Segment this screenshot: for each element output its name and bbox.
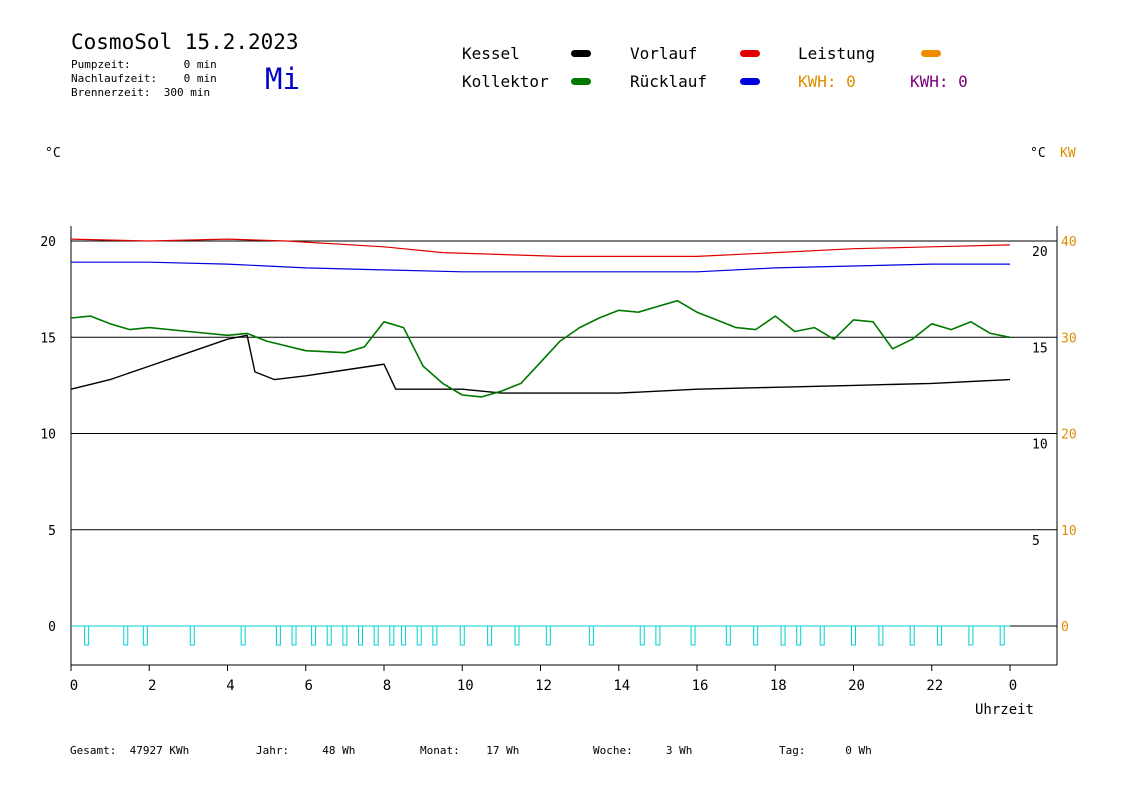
pump-pulse [487,625,493,646]
pump-pulse [459,625,465,646]
pump-pulse [909,625,915,646]
x-tick-label: 18 [770,678,787,694]
footer-jahr: Jahr: 48 Wh [256,744,356,757]
pump-pulse [639,625,645,646]
footer-tag: Tag: 0 Wh [779,744,872,757]
pump-pulse [588,625,594,646]
y-tick-label-right-c: 10 [1032,438,1048,453]
pump-pulse [189,625,195,646]
y-tick-label-right-kw: 10 [1061,524,1077,539]
y-tick-label-right-c: 20 [1032,245,1048,260]
y-tick-label-left: 15 [40,331,56,346]
pump-pulse [358,625,364,646]
y-tick-label-right-c: 5 [1032,534,1040,549]
x-axis-label: Uhrzeit [975,702,1034,718]
footer-gesamt: Gesamt: 47927 KWh [70,744,190,757]
series-line-kessel [70,334,1011,394]
pump-pulse [240,625,246,646]
x-tick-label: 10 [457,678,474,694]
pump-pulse [819,625,825,646]
x-tick-label: 6 [305,678,313,694]
x-tick-label: 4 [226,678,234,694]
series-line-vorlauf [70,238,1011,257]
footer-monat: Monat: 17 Wh [420,744,520,757]
right-unit-kw-label: KW [1060,146,1076,161]
weekday-label: Mi [265,62,300,96]
y-tick-label-left: 5 [48,524,56,539]
y-tick-label-right-c: 15 [1032,341,1048,356]
x-tick-label: 0 [1009,678,1017,694]
pump-pulse [999,625,1005,646]
pump-pulse [725,625,731,646]
legend-kwh-purple: KWH: 0 [910,72,968,91]
x-tick-label: 12 [535,678,552,694]
pump-pulse [690,625,696,646]
legend-kollektor-label: Kollektor [462,72,549,91]
pump-pulse [291,625,297,646]
legend-vorlauf-label: Vorlauf [630,44,698,63]
pump-pulse [373,625,379,646]
legend-kollektor-swatch [571,78,591,85]
pump-pulse [655,625,661,646]
y-tick-label-right-kw: 40 [1061,235,1077,250]
pump-pulse [851,625,856,646]
pump-pulse [416,625,422,646]
pump-pulse [796,625,802,646]
pump-pulse [123,625,129,646]
legend-kessel-swatch [571,50,591,57]
pump-pulse [311,625,317,646]
pump-pulse [84,625,90,646]
pump-pulse [275,625,281,646]
pump-pulse [514,625,520,646]
series-line-kollektor [70,299,1011,398]
x-tick-label: 2 [148,678,156,694]
x-tick-label: 8 [383,678,391,694]
y-tick-label-left: 10 [40,428,56,443]
y-tick-label-left: 20 [40,235,56,250]
pump-pulse [389,625,395,646]
pumpzeit-text: Pumpzeit: 0 min [71,58,217,71]
brennerzeit-text: Brennerzeit: 300 min [71,86,211,99]
pump-pulse [878,625,884,646]
chart-title: CosmoSol 15.2.2023 [71,30,299,54]
pump-pulse [937,625,943,646]
pump-pulse [753,625,759,646]
pump-pulse [401,625,407,646]
legend-ruecklauf-swatch [740,78,760,85]
right-unit-c-label: °C [1030,146,1046,161]
legend-leistung-label: Leistung [798,44,876,63]
pump-pulse [432,625,438,646]
y-tick-label-right-kw: 0 [1061,620,1069,635]
pump-pulse [142,625,148,646]
pump-pulse [326,625,332,646]
left-unit-label: °C [45,146,61,161]
x-tick-label: 20 [848,678,865,694]
pump-pulse [545,625,551,646]
pump-pulse [780,625,786,646]
x-tick-label: 0 [70,678,78,694]
y-tick-label-right-kw: 20 [1061,428,1077,443]
pump-pulse [968,625,974,646]
legend-leistung-swatch [921,50,941,57]
nachlaufzeit-text: Nachlaufzeit: 0 min [71,72,217,85]
series-line-ruecklauf [71,261,1010,273]
legend-kwh-orange: KWH: 0 [798,72,856,91]
legend-kessel-label: Kessel [462,44,520,63]
y-tick-label-left: 0 [48,620,56,635]
y-tick-label-right-kw: 30 [1061,331,1077,346]
x-tick-label: 16 [692,678,709,694]
footer-woche: Woche: 3 Wh [593,744,693,757]
legend-ruecklauf-label: Rücklauf [630,72,708,91]
x-tick-label: 22 [926,678,943,694]
legend-vorlauf-swatch [740,50,760,57]
pump-pulse [342,625,348,646]
x-tick-label: 14 [613,678,630,694]
